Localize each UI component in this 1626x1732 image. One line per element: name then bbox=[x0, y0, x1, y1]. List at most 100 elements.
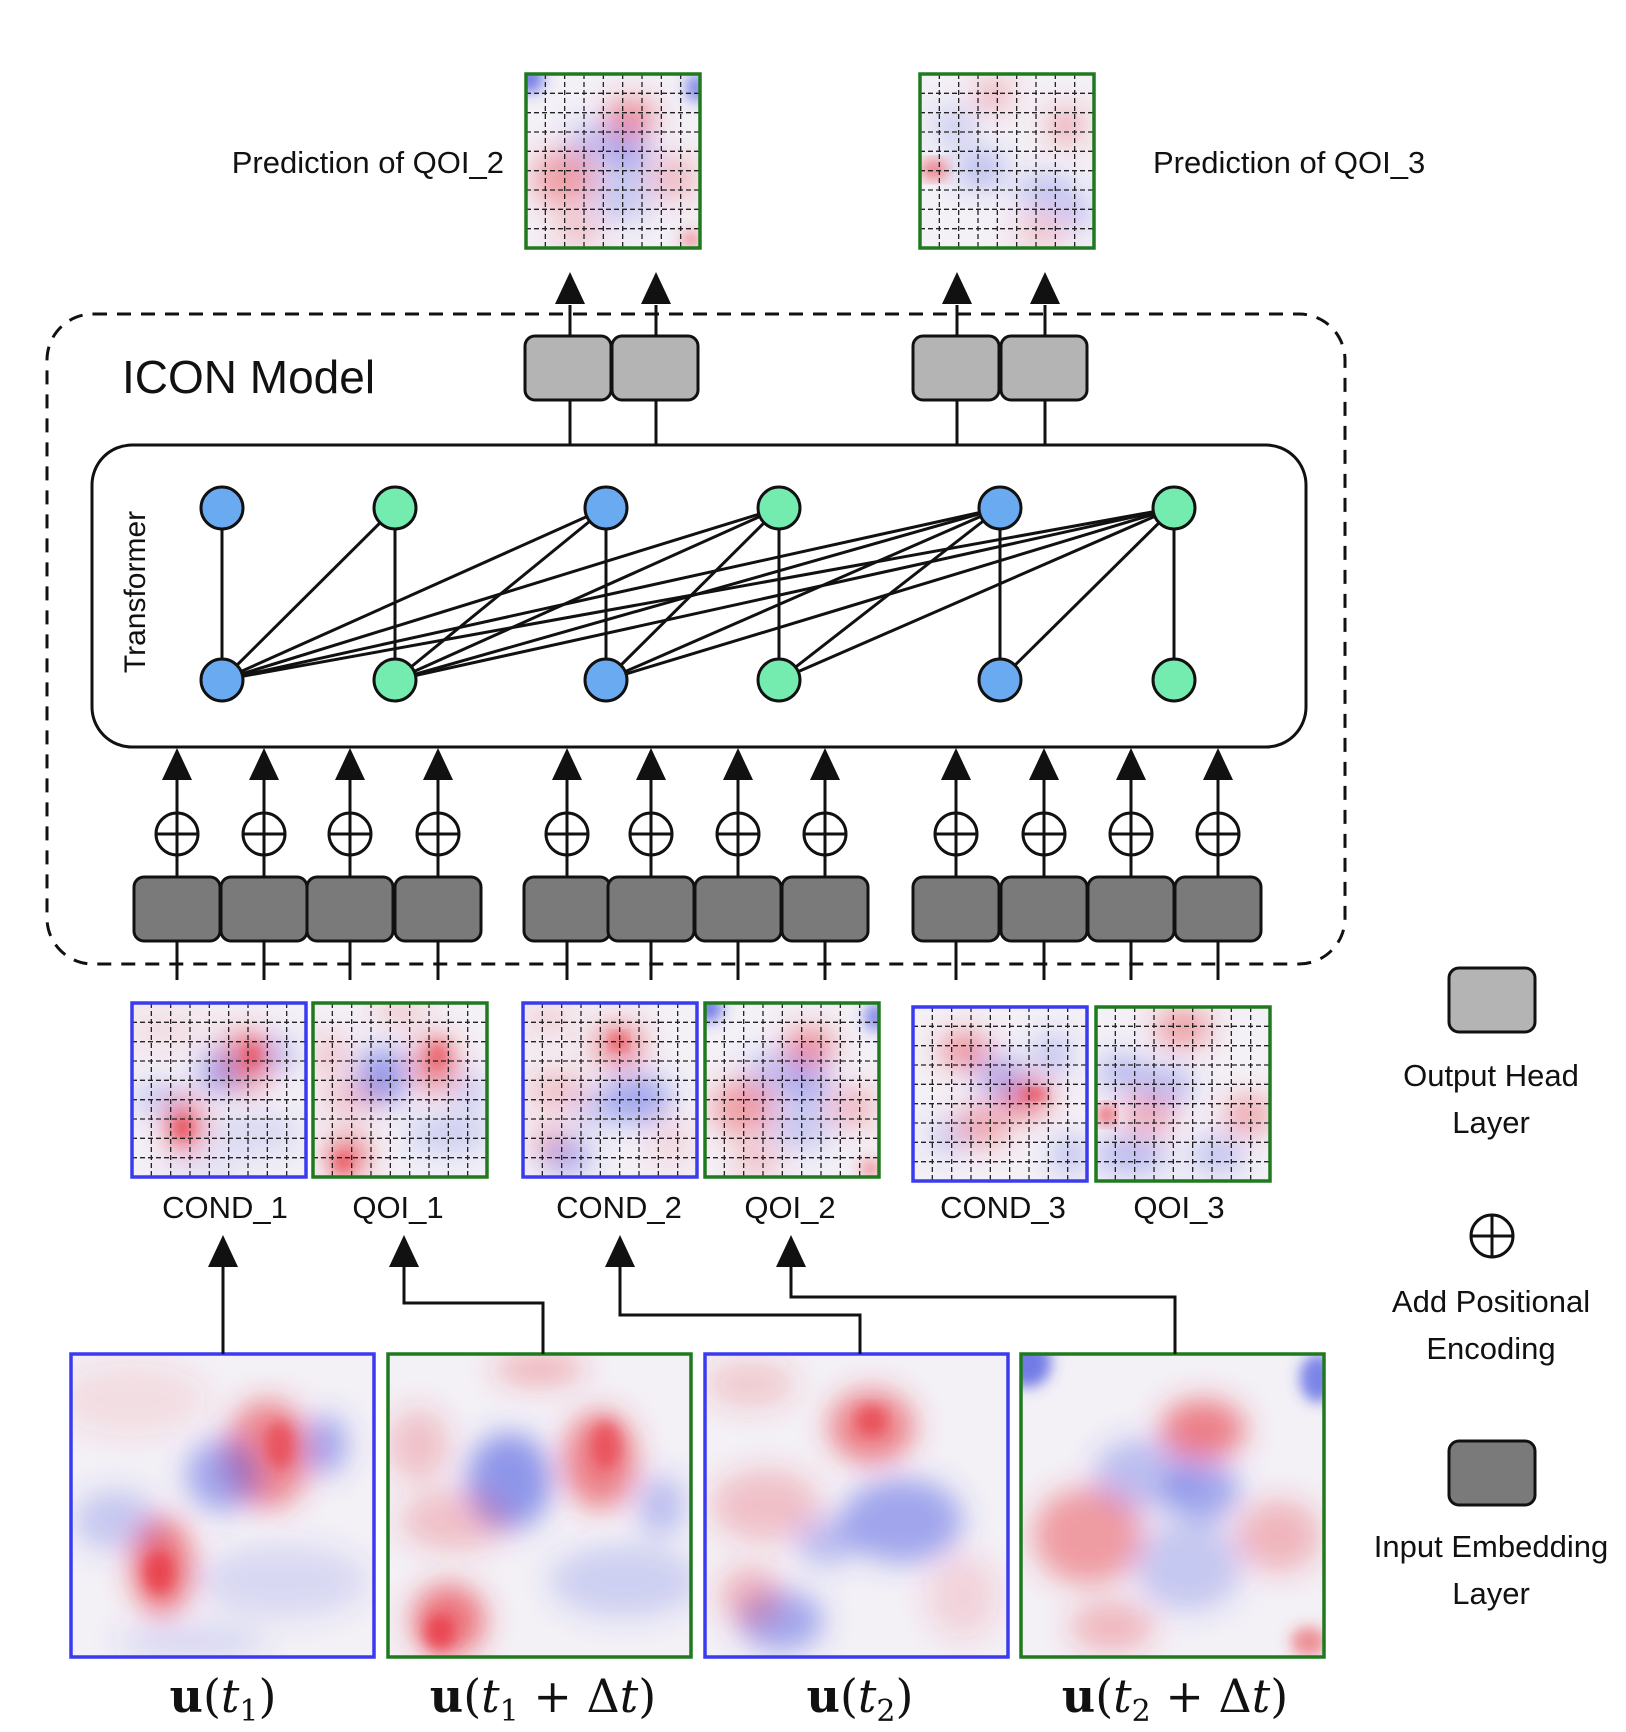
input-embedding-block bbox=[219, 875, 309, 943]
input-arrowhead bbox=[723, 748, 753, 780]
transformer-box bbox=[90, 443, 1308, 749]
input-arrowhead bbox=[1116, 748, 1146, 780]
output-arrowhead bbox=[942, 272, 972, 304]
cond-token-node bbox=[583, 657, 629, 703]
legend-input-embedding-line2: Layer bbox=[1452, 1576, 1530, 1611]
attention-edge bbox=[220, 506, 397, 682]
prediction-qoi3-image bbox=[918, 72, 1096, 250]
positional-encoding-plus-icon bbox=[544, 811, 590, 857]
legend-output-head-swatch bbox=[1447, 966, 1537, 1034]
cond-token-node bbox=[199, 485, 245, 531]
icon-model-title: ICON Model bbox=[122, 351, 375, 403]
patch-grid bbox=[313, 1003, 487, 1177]
input-embedding-block bbox=[606, 875, 696, 943]
patch-grid bbox=[523, 1003, 697, 1177]
snapshot-caption: u(t2) bbox=[807, 1669, 914, 1729]
field-frame bbox=[703, 1001, 881, 1179]
patch-cond3 bbox=[911, 1005, 1089, 1183]
cond-token-node bbox=[977, 485, 1023, 531]
patch-cond2 bbox=[521, 1001, 699, 1179]
patch-cond1 bbox=[130, 1001, 308, 1179]
output-head-block bbox=[999, 334, 1089, 402]
output-arrowhead bbox=[1030, 272, 1060, 304]
legend-plus-icon bbox=[1469, 1213, 1515, 1259]
output-head-block bbox=[911, 334, 1001, 402]
field-frame bbox=[311, 1001, 489, 1179]
legend-input-embedding-swatch bbox=[1447, 1439, 1537, 1507]
patch-grid bbox=[526, 74, 700, 248]
field-frame bbox=[1019, 1352, 1326, 1659]
input-arrowhead bbox=[552, 748, 582, 780]
snapshot-u-t2 bbox=[703, 1352, 1010, 1659]
output-head-block bbox=[523, 334, 613, 402]
legend-input-embedding-line1: Input Embedding bbox=[1374, 1529, 1608, 1564]
field-frame bbox=[1094, 1005, 1272, 1183]
positional-encoding-plus-icon bbox=[1021, 811, 1067, 857]
snapshot-captions: u(t1) u(t1 + Δt) u(t2) u(t2 + Δt) bbox=[170, 1669, 1289, 1729]
qoi-token-node bbox=[756, 485, 802, 531]
input-arrowhead bbox=[1203, 748, 1233, 780]
positional-encoding-plus-icon bbox=[154, 811, 200, 857]
prediction-qoi3-label: Prediction of QOI_3 bbox=[1153, 145, 1425, 180]
legend-positional-line2: Encoding bbox=[1426, 1331, 1555, 1366]
attention-edges bbox=[220, 506, 1176, 682]
positional-encoding-plus-icon bbox=[628, 811, 674, 857]
input-embedding-block bbox=[1173, 875, 1263, 943]
positional-encoding-plus-icon bbox=[715, 811, 761, 857]
input-arrowhead bbox=[335, 748, 365, 780]
input-embedding-block bbox=[522, 875, 612, 943]
qoi3-label: QOI_3 bbox=[1133, 1190, 1224, 1225]
snapshot-caption: u(t2 + Δt) bbox=[1062, 1669, 1288, 1729]
field-frame bbox=[524, 72, 702, 250]
input-embedding-block bbox=[999, 875, 1089, 943]
input-arrowhead bbox=[423, 748, 453, 780]
input-arrowhead bbox=[810, 748, 840, 780]
input-arrowhead bbox=[1029, 748, 1059, 780]
patch-grid bbox=[920, 74, 1094, 248]
input-embedding-block bbox=[305, 875, 395, 943]
snapshot-u-t2-dt bbox=[1019, 1352, 1326, 1659]
input-embedding-block bbox=[393, 875, 483, 943]
qoi-token-node bbox=[372, 657, 418, 703]
output-arrowhead bbox=[641, 272, 671, 304]
input-embedding-layers bbox=[132, 748, 1263, 980]
legend-output-head-line2: Layer bbox=[1452, 1105, 1530, 1140]
attention-edge bbox=[605, 506, 1001, 682]
legend-output-head-line1: Output Head bbox=[1403, 1058, 1579, 1093]
qoi2-label: QOI_2 bbox=[744, 1190, 835, 1225]
output-head-layers bbox=[523, 272, 1089, 445]
attention-edge bbox=[605, 506, 1175, 682]
positional-encoding-plus-icon bbox=[802, 811, 848, 857]
cond1-label: COND_1 bbox=[162, 1190, 288, 1225]
attention-edge bbox=[221, 506, 607, 682]
cond-token-node bbox=[977, 657, 1023, 703]
prediction-qoi2-image bbox=[524, 72, 702, 250]
transformer-label: Transformer bbox=[119, 511, 152, 673]
input-arrowhead bbox=[162, 748, 192, 780]
field-frame bbox=[918, 72, 1096, 250]
attention-edge bbox=[998, 506, 1176, 682]
input-arrowhead bbox=[636, 748, 666, 780]
input-embedding-block bbox=[911, 875, 1001, 943]
patch-grid bbox=[705, 1003, 879, 1177]
field-images bbox=[69, 72, 1326, 1659]
patch-grid bbox=[132, 1003, 306, 1177]
cond3-label: COND_3 bbox=[940, 1190, 1066, 1225]
qoi-token-node bbox=[372, 485, 418, 531]
snapshot-caption: u(t1) bbox=[170, 1669, 277, 1729]
input-embedding-block bbox=[132, 875, 222, 943]
patch-grid bbox=[913, 1007, 1087, 1181]
positional-encoding-plus-icon bbox=[241, 811, 287, 857]
qoi-token-node bbox=[756, 657, 802, 703]
cond-token-node bbox=[583, 485, 629, 531]
attention-edge bbox=[221, 506, 1001, 682]
routing-arrows bbox=[221, 1262, 1177, 1354]
attention-edge bbox=[394, 506, 780, 682]
snapshot-u-t1 bbox=[69, 1352, 376, 1659]
input-embedding-block bbox=[693, 875, 783, 943]
routing-arrowheads bbox=[208, 1235, 806, 1267]
positional-encoding-plus-icon bbox=[933, 811, 979, 857]
input-arrowhead bbox=[249, 748, 279, 780]
prediction-qoi2-label: Prediction of QOI_2 bbox=[232, 145, 504, 180]
